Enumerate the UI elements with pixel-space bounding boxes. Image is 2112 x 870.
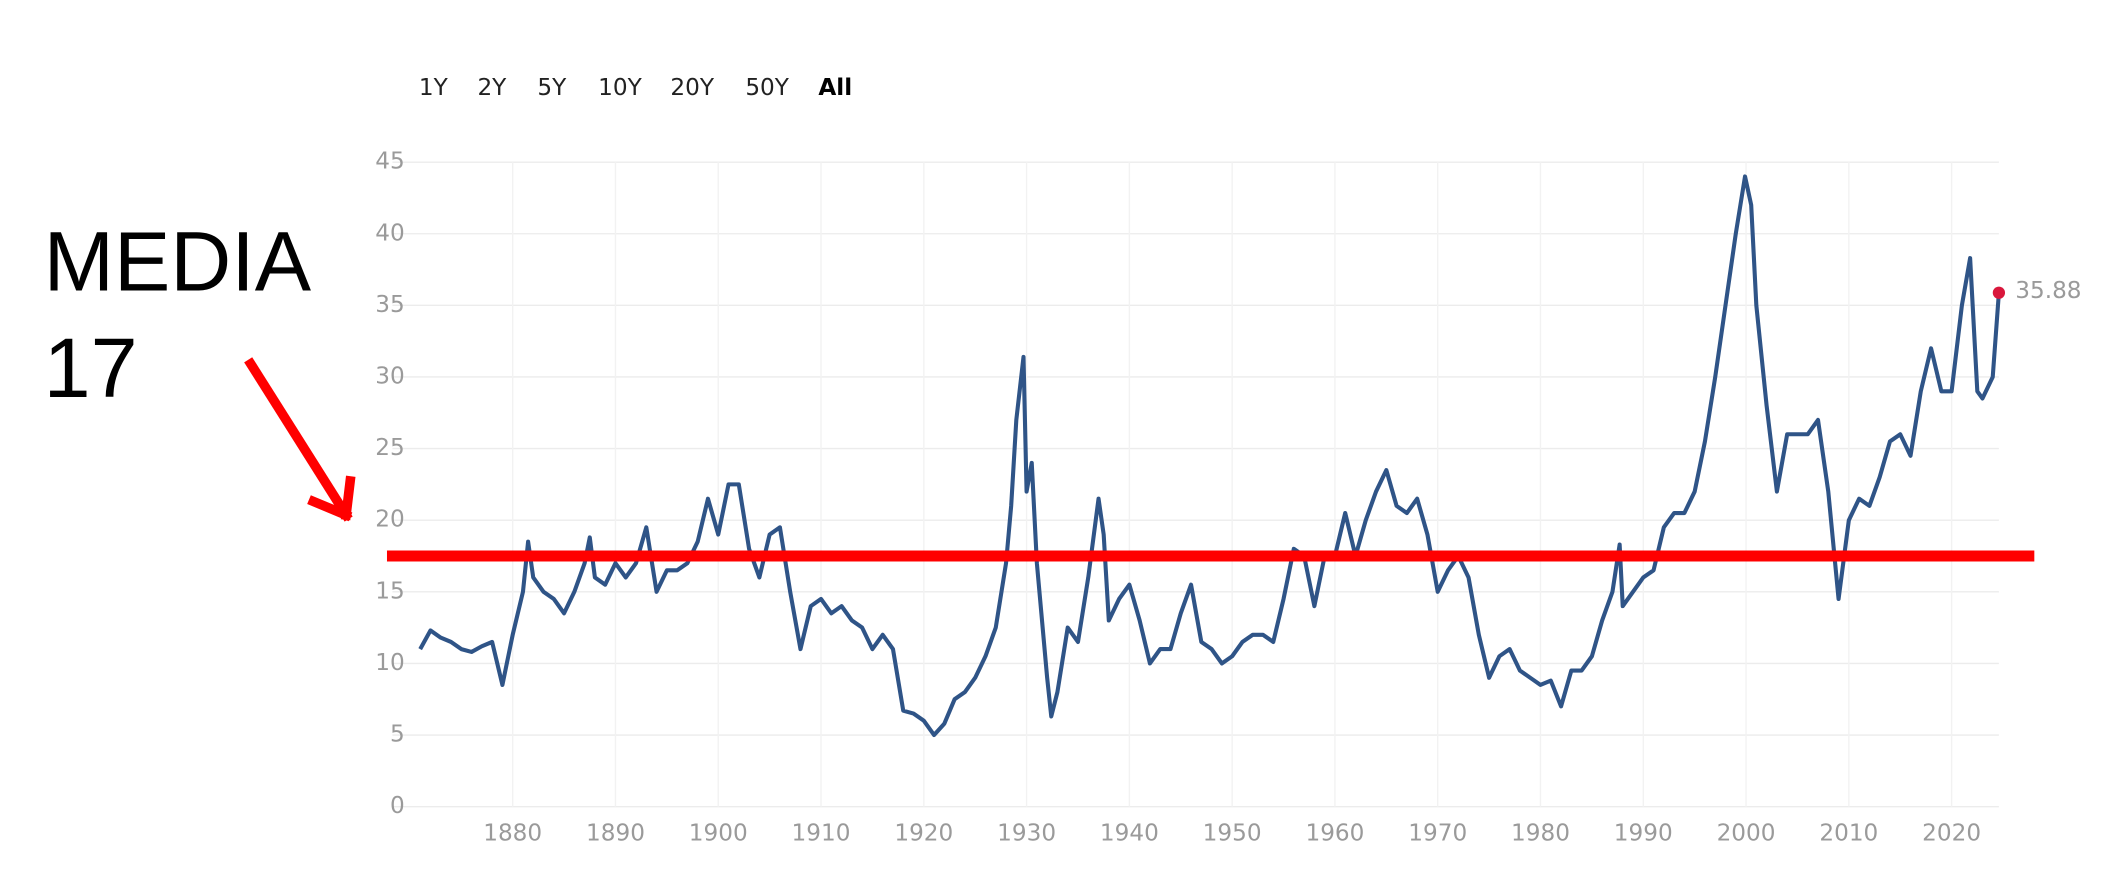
y-tick-label: 25	[375, 435, 404, 461]
y-tick-label: 15	[375, 578, 404, 604]
last-point	[1992, 286, 2006, 299]
x-tick-label: 1970	[1408, 820, 1467, 846]
arrow	[244, 357, 356, 522]
last-value-label: 35.88	[2015, 278, 2081, 304]
range-button[interactable]: 2Y	[477, 75, 507, 101]
y-tick-label: 0	[390, 793, 405, 819]
x-tick-label: 1990	[1614, 820, 1673, 846]
x-tick-label: 1880	[483, 820, 542, 846]
x-tick-label: 2010	[1819, 820, 1878, 846]
range-button[interactable]: 20Y	[670, 75, 714, 101]
arrow-shaft	[244, 357, 353, 522]
y-tick-label: 10	[375, 650, 404, 676]
y-tick-label: 45	[375, 149, 404, 175]
arrow-head	[340, 475, 356, 521]
x-tick-label: 1940	[1100, 820, 1159, 846]
y-tick-label: 20	[375, 507, 404, 533]
y-tick-label: 5	[390, 722, 405, 748]
range-button[interactable]: All	[818, 75, 852, 101]
x-tick-label: 1910	[792, 820, 851, 846]
annotation-text: MEDIA	[44, 215, 312, 309]
arrow-head	[307, 495, 353, 522]
range-button[interactable]: 1Y	[419, 75, 449, 101]
x-tick-label: 1890	[586, 820, 645, 846]
x-tick-label: 1950	[1203, 820, 1262, 846]
annotation-value: 17	[44, 321, 138, 415]
x-tick-label: 2000	[1717, 820, 1776, 846]
x-tick-label: 1920	[894, 820, 953, 846]
y-tick-label: 30	[375, 363, 404, 389]
range-button[interactable]: 50Y	[745, 75, 789, 101]
y-tick-label: 35	[375, 292, 404, 318]
x-tick-label: 1960	[1305, 820, 1364, 846]
range-button[interactable]: 5Y	[537, 75, 567, 101]
x-tick-label: 1980	[1511, 820, 1570, 846]
x-tick-label: 2020	[1922, 820, 1981, 846]
x-tick-label: 1900	[689, 820, 748, 846]
y-tick-label: 40	[375, 220, 404, 246]
x-tick-label: 1930	[997, 820, 1056, 846]
range-button[interactable]: 10Y	[598, 75, 642, 101]
data-line	[418, 174, 2001, 738]
